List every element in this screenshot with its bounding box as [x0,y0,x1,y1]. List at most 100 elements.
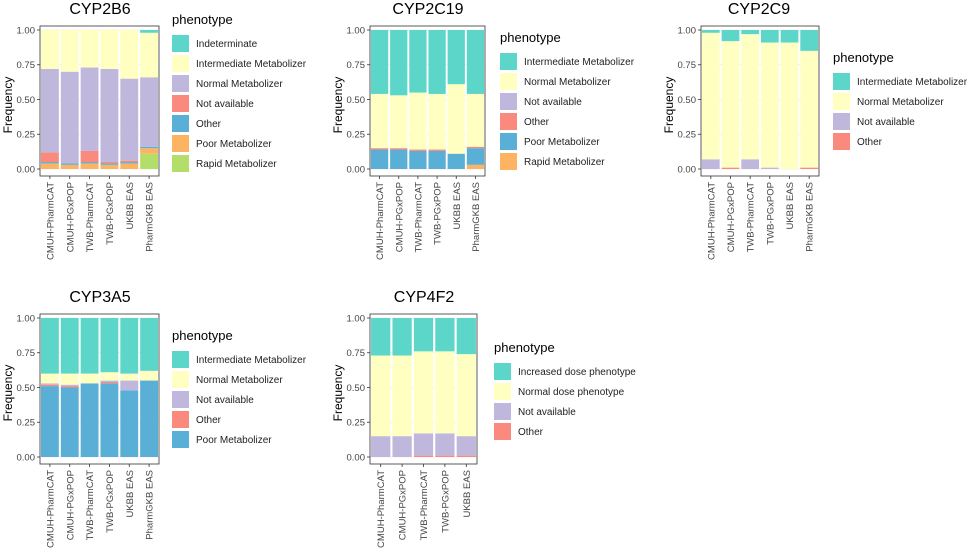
x-tick-label: TWB-PGxPOP [433,182,444,245]
bar-segment-intermediate-metabolizer [80,30,99,68]
bar-segment-other [370,148,389,150]
legend-title: phenotype [494,340,555,355]
bar-segment-normal-metabolizer [390,95,408,149]
legend-swatch [172,135,189,152]
plot-frame [700,25,820,177]
x-tick-label: TWB-PharmCAT [85,182,96,253]
bar-segment-normal-metabolizer [409,92,427,150]
chart-cyp2b6: CYP2B6 Frequency 0.00 0.25 0.50 0.75 1.00 CMUH-… [1,1,307,260]
x-tick-label: TWB-PharmCAT [746,182,757,253]
bar-segment-poor-metabolizer [120,163,139,169]
bar-segment-poor-metabolizer [428,150,446,169]
bar-segment-poor-metabolizer [100,383,119,457]
bar-segment-poor-metabolizer [80,163,99,169]
bar-segment-other [120,162,139,164]
bar-segment-intermediate-metabolizer [760,30,779,43]
plot-frame [369,313,478,465]
bar-segment-intermediate-metabolizer [780,30,799,43]
bar-segment-poor-metabolizer [80,383,99,457]
bar-segment-not-available [760,167,779,169]
y-tick-label: 0.00 [17,452,36,463]
y-tick-label: 1.00 [678,25,697,36]
bar-segment-intermediate-metabolizer [466,30,485,94]
bar-segment-poor-metabolizer [466,148,485,165]
legend-title: phenotype [172,328,233,343]
bar-segment-normal-metabolizer [428,93,446,150]
x-tick-label: CMUH-PGxPOP [65,470,76,540]
x-tick-label: PharmGKB EAS [805,182,816,252]
y-axis-title: Frequency [331,365,345,422]
x-tick-label: CMUH-PGxPOP [726,182,737,252]
bar-segment-other [100,163,119,165]
bar-segment-normal-metabolizer [760,42,779,168]
legend-label: Normal dose phenotype [518,387,625,398]
bar-segment-other [40,162,59,164]
y-tick-label: 0.75 [347,348,366,359]
y-tick-label: 1.00 [347,25,366,36]
bar-segment-poor-metabolizer [120,390,139,457]
bar-segment-intermediate-metabolizer [140,318,159,371]
legend-title: phenotype [833,50,894,65]
bar-segment-normal-metabolizer [780,42,799,170]
y-axis-title: Frequency [1,77,15,134]
bar-segment-intermediate-metabolizer [721,30,740,42]
x-tick-label: TWB-PharmCAT [419,470,430,541]
bar-segment-normal-metabolizer [701,32,720,160]
y-axis-title: Frequency [662,77,676,134]
bar-segment-increased-dose-phenotype [435,318,455,352]
bar-segment-normal-metabolizer [40,373,59,384]
bar-segment-other [428,149,446,151]
bar-segment-intermediate-metabolizer [390,30,408,96]
bar-segment-intermediate-metabolizer [120,318,139,374]
x-tick-label: TWB-PharmCAT [85,470,96,541]
legend: phenotype Indeterminate Intermediate Metab… [172,12,307,172]
legend-swatch [833,133,850,150]
x-tick-label: TWB-PharmCAT [413,182,424,253]
legend-label: Other [196,119,222,130]
legend-swatch [500,153,517,170]
legend-swatch [172,431,189,448]
bar-segment-normal-metabolizer [80,373,99,384]
bar-segment-poor-metabolizer [447,153,465,169]
legend-label: Normal Metabolizer [196,375,283,386]
legend-label: Not available [196,99,254,110]
bar-segment-intermediate-metabolizer [60,318,79,374]
x-tick-label: TWB-PGxPOP [105,182,116,245]
bar-segment-intermediate-metabolizer [140,32,159,78]
chart-title: CYP2C19 [392,1,463,18]
y-tick-label: 0.75 [17,60,36,71]
bar-segment-intermediate-metabolizer [741,30,760,35]
bar-segment-intermediate-metabolizer [100,30,119,69]
bar-segment-normal-metabolizer [466,93,485,147]
legend-swatch [494,383,511,400]
legend-swatch [500,133,517,150]
bar-segment-normal-metabolizer [447,84,465,154]
legend-swatch [494,363,511,380]
bar-segment-other [466,146,485,149]
legend-label: Rapid Metabolizer [524,157,605,168]
plot-frame [39,25,160,177]
y-tick-label: 0.25 [347,130,366,141]
legend-label: Not available [524,97,582,108]
bar-segment-not-available [120,380,139,391]
x-tick-label: UKBB EAS [125,470,136,518]
bar-segment-not-available [413,433,434,456]
legend-label: Poor Metabolizer [196,139,272,150]
bar-segment-normal-metabolizer [120,78,139,161]
bar-segment-other [409,149,427,151]
legend-label: Intermediate Metabolizer [524,57,635,68]
bar-segment-intermediate-metabolizer [80,318,99,374]
plot-frame [369,25,486,177]
bar-segment-intermediate-metabolizer [120,30,139,79]
bar-segment-intermediate-metabolizer [409,30,427,93]
bar-segment-poor-metabolizer [370,149,389,169]
legend-title: phenotype [500,30,561,45]
bar-segment-not-available [100,380,119,382]
bar-segment-other [456,455,476,457]
x-tick-label: UKBB EAS [785,182,796,230]
legend-label: Other [196,415,222,426]
bar-segment-poor-metabolizer [60,387,79,457]
bar-segment-not-available [120,160,139,163]
y-tick-label: 0.00 [347,452,366,463]
